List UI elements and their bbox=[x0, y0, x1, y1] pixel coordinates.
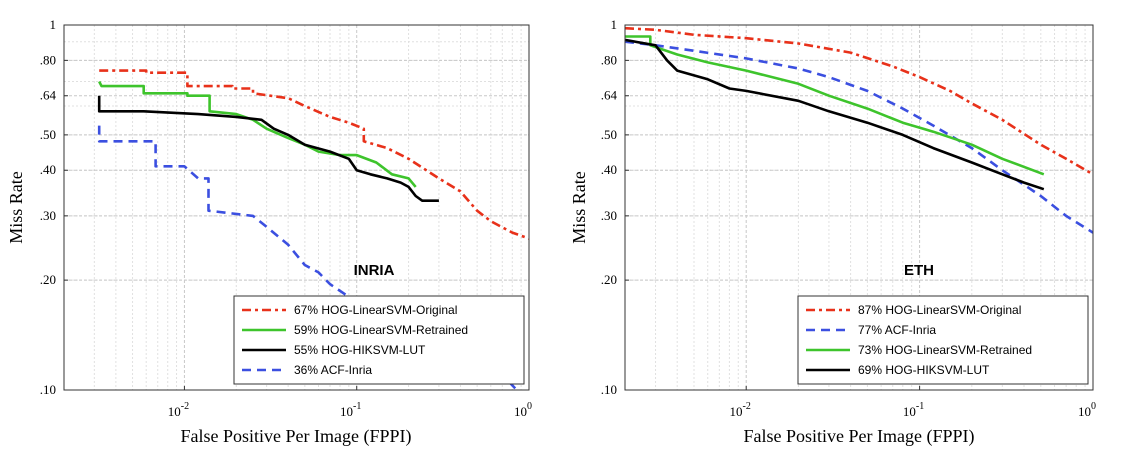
series-line-1 bbox=[625, 40, 1093, 234]
legend-label: 73% HOG-LinearSVM-Retrained bbox=[858, 343, 1032, 357]
y-tick-label: 1 bbox=[611, 17, 618, 32]
series-line-3 bbox=[625, 38, 1045, 191]
y-tick-label: .10 bbox=[601, 382, 617, 397]
x-tick-label: 100 bbox=[514, 401, 532, 419]
legend: 87% HOG-LinearSVM-Original 77% ACF-Inria 7… bbox=[797, 295, 1089, 385]
plot-frame bbox=[624, 24, 1094, 391]
x-axis-label: False Positive Per Image (FPPI) bbox=[744, 426, 975, 447]
y-tick-label: .20 bbox=[40, 272, 56, 287]
y-tick-label: .80 bbox=[601, 52, 617, 67]
x-tick-label: 10-2 bbox=[730, 401, 751, 419]
y-tick-label: .10 bbox=[40, 382, 56, 397]
series-line-0 bbox=[625, 26, 1093, 176]
series-group bbox=[625, 26, 1093, 234]
y-tick-label: .50 bbox=[601, 127, 617, 142]
y-tick-label: .40 bbox=[40, 162, 56, 177]
y-tick-label: .30 bbox=[601, 208, 617, 223]
series-line-1 bbox=[98, 80, 417, 188]
legend: 67% HOG-LinearSVM-Original 59% HOG-Linear… bbox=[233, 295, 525, 385]
legend-label: 67% HOG-LinearSVM-Original bbox=[294, 303, 457, 317]
series-line-2 bbox=[97, 95, 439, 202]
legend-label: 59% HOG-LinearSVM-Retrained bbox=[294, 323, 468, 337]
x-tick-label: 10-2 bbox=[168, 401, 189, 419]
chart-0: 1 .80 .64 .50 .40 .30 .20 .10 10-2 10-1 100 False P… bbox=[6, 17, 532, 447]
y-tick-label: .30 bbox=[40, 208, 56, 223]
series-line-3 bbox=[97, 125, 518, 390]
x-tick-label: 10-1 bbox=[340, 401, 361, 419]
y-tick-label: .64 bbox=[601, 88, 618, 103]
y-axis-label: Miss Rate bbox=[569, 171, 589, 244]
x-tick-label: 100 bbox=[1078, 401, 1096, 419]
plot-frame bbox=[63, 24, 530, 391]
x-axis-label: False Positive Per Image (FPPI) bbox=[181, 426, 412, 447]
y-tick-label: .50 bbox=[40, 127, 56, 142]
y-tick-label: .20 bbox=[601, 272, 617, 287]
legend-label: 36% ACF-Inria bbox=[294, 363, 372, 377]
chart-title: ETH bbox=[904, 262, 934, 279]
series-line-2 bbox=[625, 35, 1045, 176]
y-tick-label: .80 bbox=[40, 52, 56, 67]
series-group bbox=[97, 69, 529, 390]
series-line-0 bbox=[99, 69, 529, 240]
legend-label: 77% ACF-Inria bbox=[858, 323, 936, 337]
chart-title: INRIA bbox=[354, 262, 395, 279]
chart-1: 1 .80 .64 .50 .40 .30 .20 .10 10-2 10-1 100 False P… bbox=[569, 17, 1096, 447]
y-tick-label: .64 bbox=[40, 88, 57, 103]
y-tick-label: 1 bbox=[50, 17, 57, 32]
legend-label: 55% HOG-HIKSVM-LUT bbox=[294, 343, 426, 357]
legend-label: 87% HOG-LinearSVM-Original bbox=[858, 303, 1021, 317]
y-tick-label: .40 bbox=[601, 162, 617, 177]
x-tick-label: 10-1 bbox=[903, 401, 924, 419]
y-axis-label: Miss Rate bbox=[6, 171, 26, 244]
legend-label: 69% HOG-HIKSVM-LUT bbox=[858, 363, 990, 377]
